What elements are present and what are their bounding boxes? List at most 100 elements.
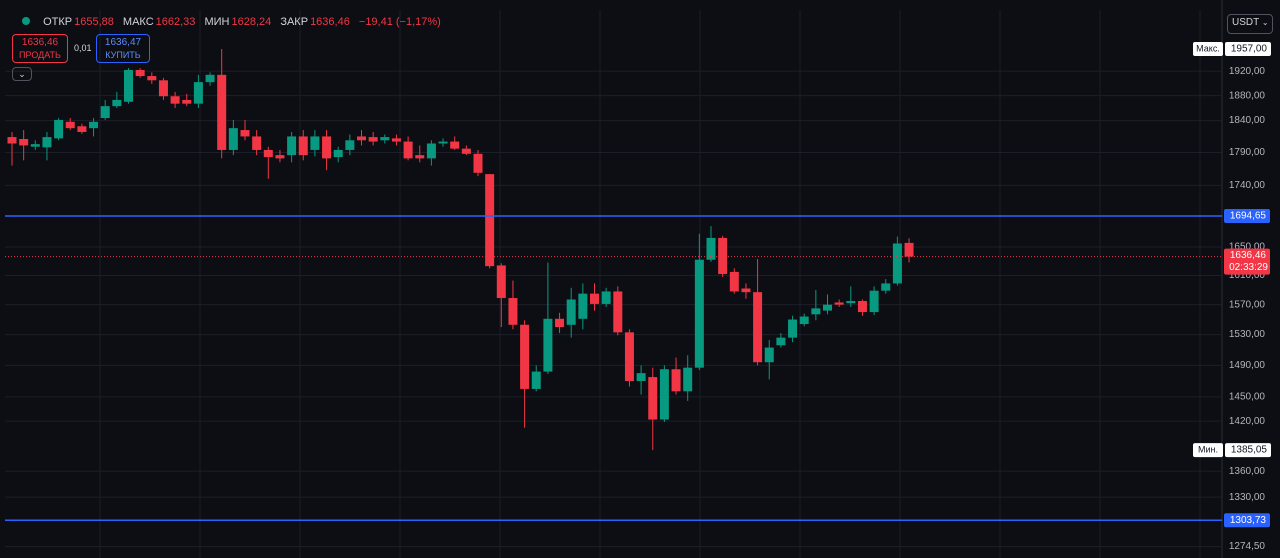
price-tag [1224, 513, 1270, 528]
candle-body [357, 136, 366, 141]
candle-body [473, 153, 483, 173]
y-tick-label: 1880,00 [1229, 90, 1266, 101]
candle-body [485, 174, 495, 267]
candle-body [89, 121, 99, 129]
candle-body [764, 347, 774, 363]
candle-body [263, 149, 273, 158]
candle-body [741, 288, 751, 293]
buy-button[interactable]: 1636,47 КУПИТЬ [96, 34, 150, 63]
candle-body [624, 332, 634, 382]
candle-body [426, 143, 436, 159]
low-label: МИН [204, 16, 230, 28]
y-tick-label: 1530,00 [1229, 329, 1266, 340]
high-label: МАКС [122, 16, 154, 28]
price-tag [1224, 209, 1270, 224]
candle-body [706, 237, 716, 260]
candle-body [520, 324, 530, 389]
candle-body [881, 283, 891, 291]
marker-label: Макс. [1196, 43, 1220, 53]
y-tick-label: 1420,00 [1229, 416, 1266, 427]
candle-body [718, 237, 728, 275]
candle-body [461, 148, 471, 154]
candle-body [508, 298, 518, 325]
ohlc-header: ОТКР 1655,88 МАКС 1662,33 МИН 1628,24 ЗАКР 1… [22, 16, 447, 28]
marker-label-box [1193, 42, 1223, 57]
candle-body [310, 136, 320, 150]
sell-price: 1636,46 [21, 37, 59, 48]
candle-body [729, 271, 739, 292]
candle-body [252, 136, 262, 150]
candle-body [228, 128, 238, 150]
candle-body [811, 308, 821, 315]
candle-body [380, 137, 390, 141]
candle-body [42, 137, 52, 148]
candle-body [333, 149, 343, 158]
candle-body [543, 318, 553, 372]
candle-body [100, 106, 110, 119]
candle-body [112, 99, 122, 107]
candle-body [776, 337, 786, 346]
open-value: 1655,88 [74, 16, 114, 28]
candle-body [613, 291, 623, 333]
candle-body [694, 259, 704, 368]
candle-body [368, 137, 378, 142]
sell-button[interactable]: 1636,46 ПРОДАТЬ [12, 34, 68, 63]
y-tick-label: 1330,00 [1229, 492, 1266, 503]
candle-body [30, 144, 40, 147]
candle-body [846, 300, 856, 304]
y-tick-label: 1570,00 [1229, 299, 1266, 310]
price-tag-label: 1303,73 [1230, 515, 1267, 526]
change: −19,41 (−1,17%) [358, 16, 441, 28]
candle-body [590, 293, 599, 304]
candle-body [869, 290, 879, 313]
price-tag-label: 1694,65 [1230, 211, 1267, 222]
buy-label: КУПИТЬ [105, 50, 141, 60]
candle-body [415, 155, 425, 159]
candle-body [788, 319, 798, 338]
y-tick-label: 1840,00 [1229, 115, 1266, 126]
spread: 0,01 [74, 43, 92, 53]
candle-body [287, 136, 297, 156]
candle-body [799, 316, 809, 325]
candle-body [823, 304, 832, 311]
candle-body [531, 371, 541, 389]
y-tick-label: 1740,00 [1229, 180, 1266, 191]
candle-body [240, 130, 250, 137]
status-dot [22, 17, 30, 25]
candle-body [19, 138, 29, 146]
currency-select[interactable]: USDT ⌄ [1227, 14, 1273, 34]
candle-body [298, 136, 308, 156]
marker-value: 1957,00 [1231, 44, 1268, 55]
candle-body [158, 80, 168, 97]
candle-body [193, 82, 203, 104]
last-price-tag [1224, 248, 1270, 275]
countdown: 02:33:29 [1229, 262, 1268, 273]
open-label: ОТКР [43, 16, 73, 28]
candle-body [345, 140, 355, 150]
candle-body [54, 119, 64, 139]
high-value: 1662,33 [155, 16, 196, 28]
candle-body [182, 99, 192, 104]
y-tick-label: 1274,50 [1229, 541, 1266, 552]
candle-body [450, 141, 460, 149]
candle-body [683, 367, 693, 392]
y-tick-label: 1610,00 [1229, 270, 1266, 281]
candle-body [65, 121, 75, 129]
candle-body [648, 377, 658, 420]
y-tick-label: 1790,00 [1229, 147, 1266, 158]
candle-body [892, 243, 902, 284]
y-tick-label: 1650,00 [1229, 242, 1266, 253]
candle-body [438, 141, 448, 144]
candle-body [217, 74, 227, 150]
collapse-button[interactable]: ⌄ [12, 67, 32, 81]
candle-body [857, 300, 867, 313]
candle-body [147, 76, 157, 81]
candle-body [322, 136, 332, 159]
candle-body [77, 126, 87, 132]
last-price-label: 1636,46 [1230, 250, 1267, 261]
candle-body [391, 138, 401, 142]
y-tick-label: 1360,00 [1229, 466, 1266, 477]
candle-body [753, 292, 763, 363]
